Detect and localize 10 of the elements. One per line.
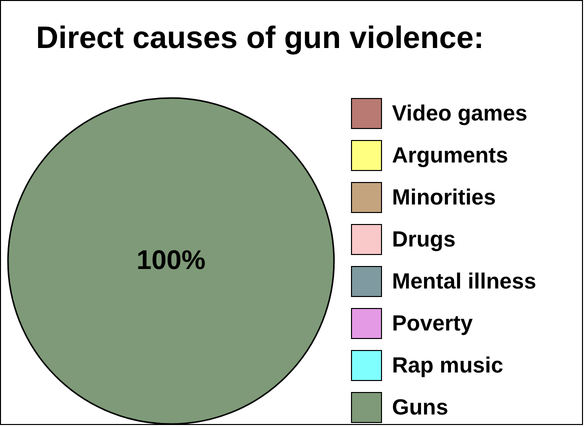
legend-label: Mental illness xyxy=(392,268,536,294)
legend-label: Guns xyxy=(392,394,448,420)
legend-label: Drugs xyxy=(392,226,456,252)
data-label: 100% xyxy=(136,245,206,275)
legend-label: Poverty xyxy=(392,310,474,336)
legend-label: Rap music xyxy=(392,352,504,378)
chart-title: Direct causes of gun violence: xyxy=(36,20,484,55)
legend-label: Video games xyxy=(392,100,528,126)
legend-label: Minorities xyxy=(392,184,496,210)
legend-label: Arguments xyxy=(392,142,508,168)
